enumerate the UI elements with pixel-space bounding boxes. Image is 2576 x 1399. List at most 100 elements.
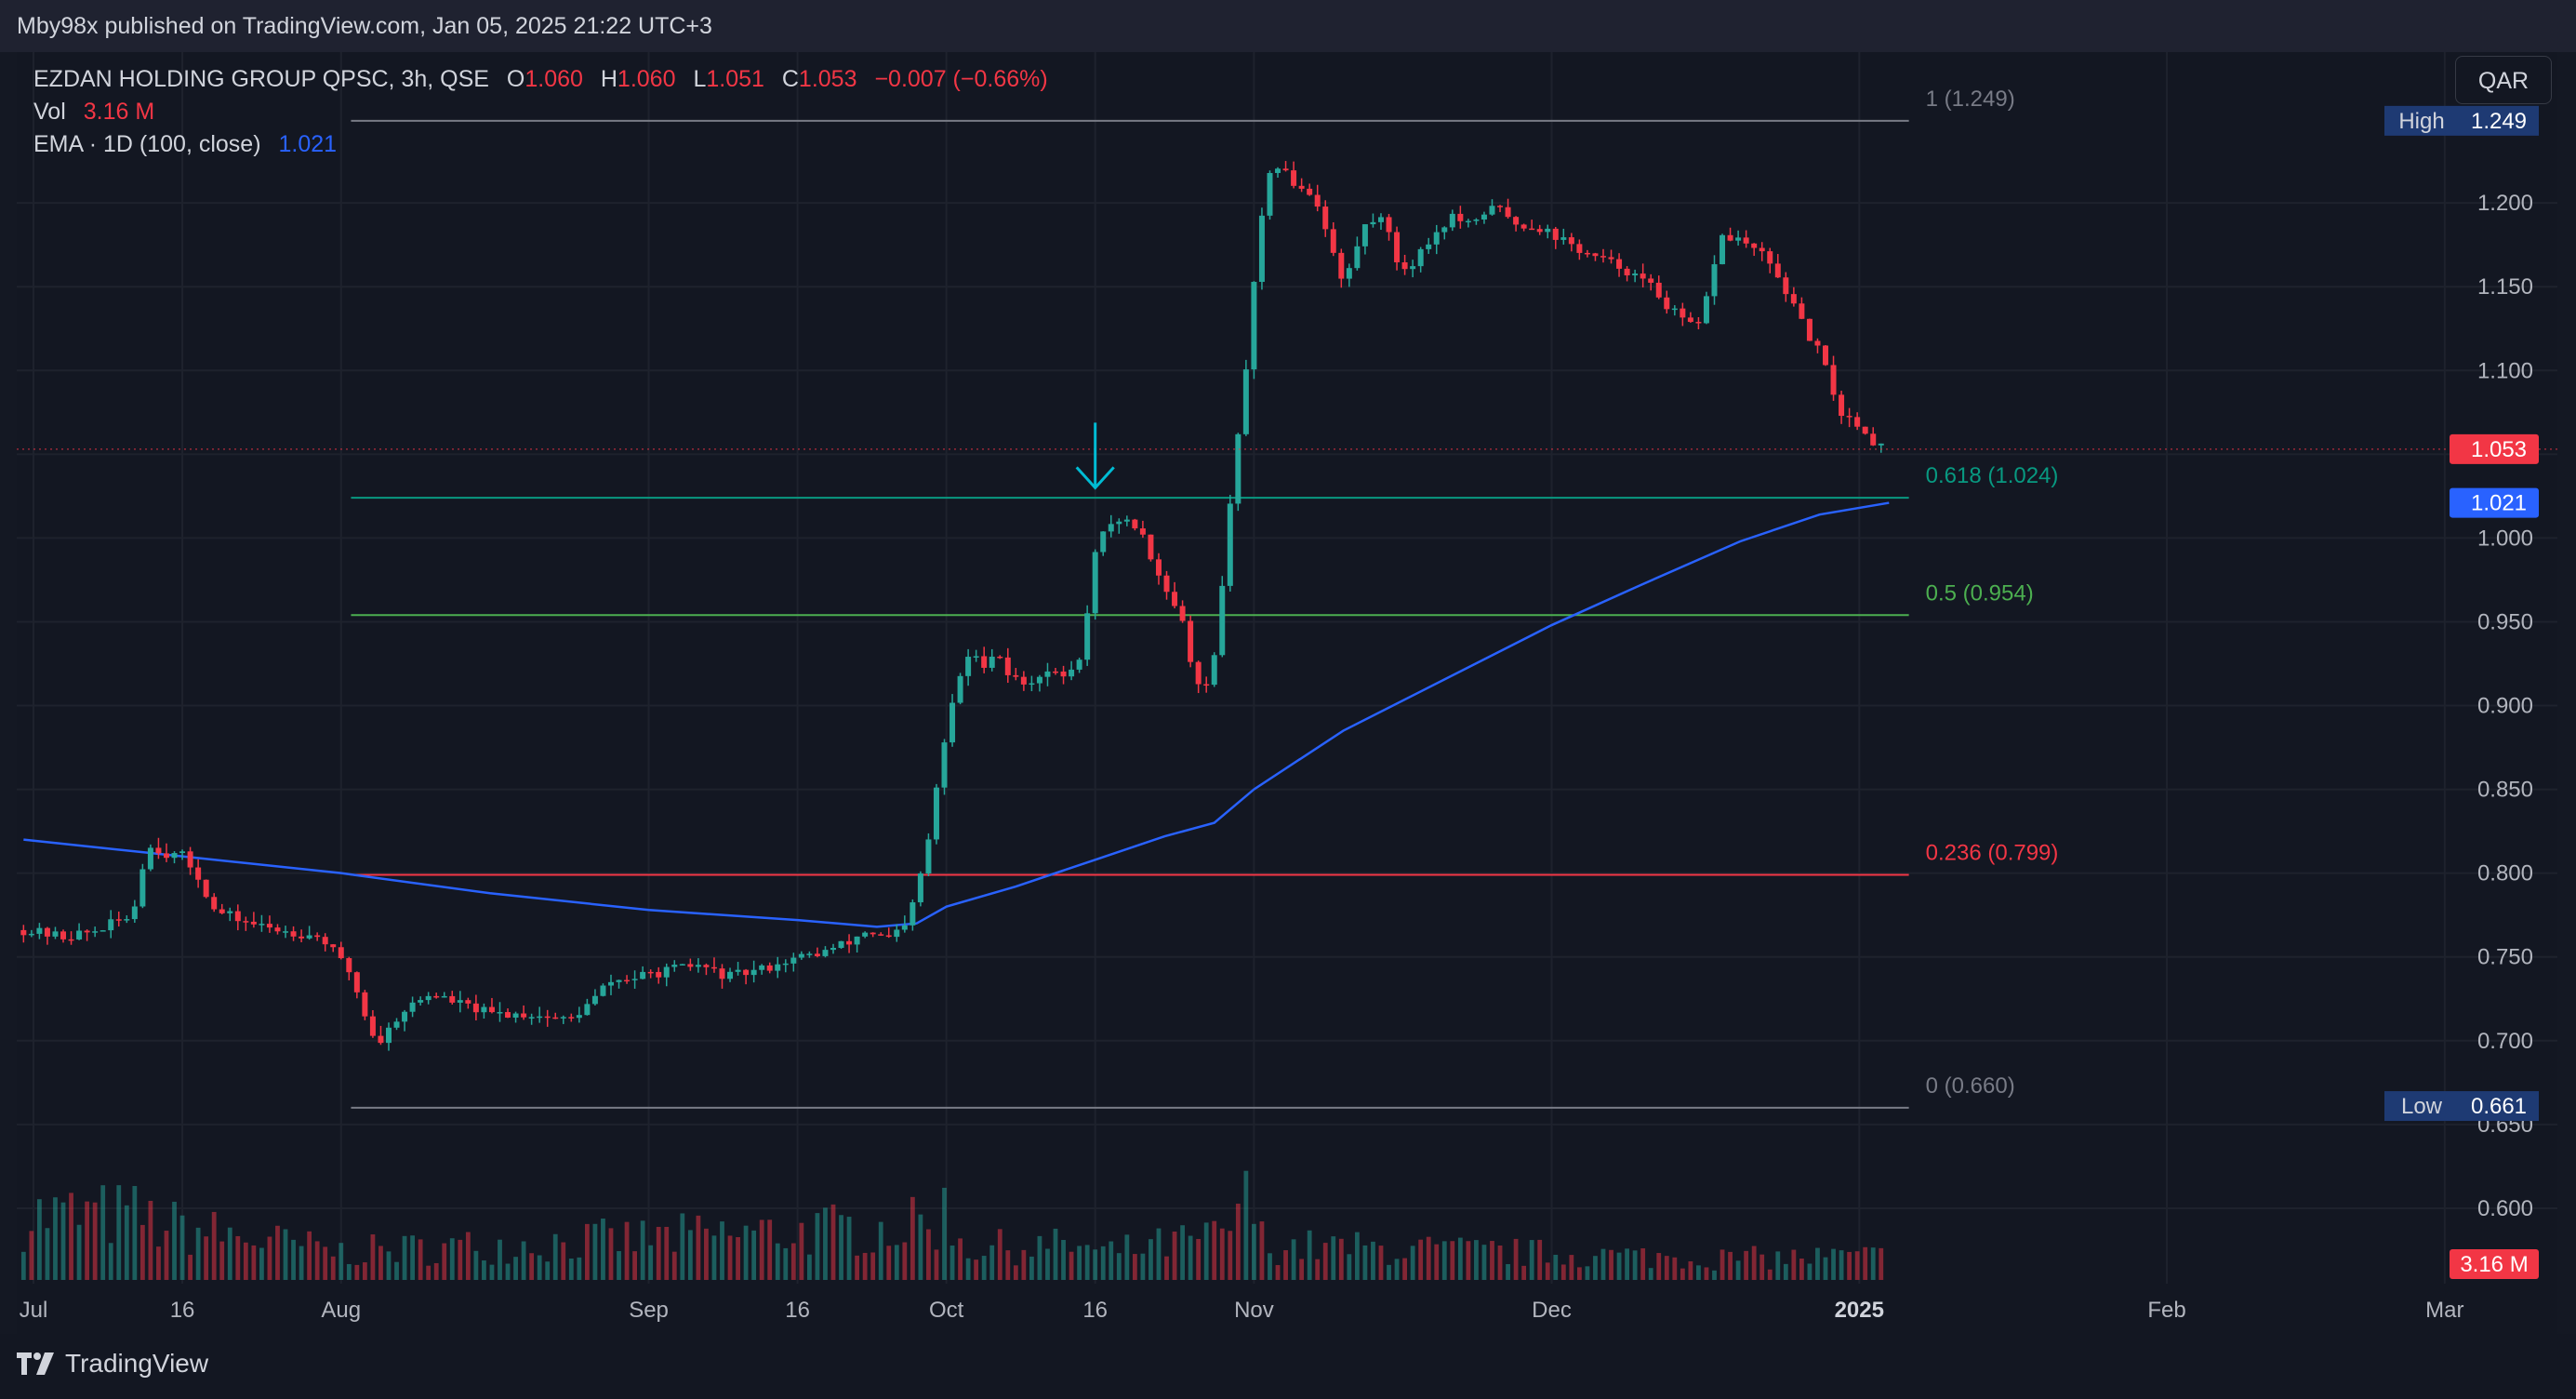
volume-bar bbox=[1474, 1240, 1479, 1280]
volume-bar bbox=[736, 1237, 740, 1280]
candle-body bbox=[1727, 234, 1733, 241]
volume-bar bbox=[1307, 1230, 1312, 1280]
volume-bar bbox=[775, 1243, 780, 1280]
volume-bar bbox=[687, 1230, 693, 1280]
volume-bar bbox=[1291, 1239, 1296, 1280]
volume-bar bbox=[330, 1256, 336, 1280]
tradingview-brand[interactable]: TradingView bbox=[17, 1349, 208, 1379]
candle-body bbox=[1053, 671, 1059, 673]
volume-bar bbox=[1720, 1249, 1725, 1280]
candle-body bbox=[219, 909, 225, 913]
volume-bar bbox=[870, 1252, 876, 1280]
candle-body bbox=[552, 1017, 559, 1019]
currency-button[interactable]: QAR bbox=[2455, 56, 2552, 104]
candle-body bbox=[108, 919, 114, 931]
candle-body bbox=[600, 985, 606, 996]
candle-body bbox=[1410, 266, 1416, 270]
price-tick-label: 0.700 bbox=[2477, 1029, 2533, 1054]
volume-bar bbox=[1823, 1257, 1828, 1280]
candle-body bbox=[1029, 683, 1035, 686]
candle-body bbox=[870, 932, 876, 935]
candle-body bbox=[28, 933, 34, 936]
candle-body bbox=[1584, 252, 1590, 255]
volume-bar bbox=[1497, 1246, 1503, 1280]
volume-bar bbox=[1149, 1239, 1153, 1280]
volume-bar bbox=[426, 1265, 432, 1280]
legend-ema-row[interactable]: EMA · 1D (100, close) 1.021 bbox=[33, 128, 1048, 161]
candle-body bbox=[179, 851, 186, 854]
candle-body bbox=[139, 869, 146, 907]
volume-bar bbox=[275, 1225, 280, 1280]
candle-body bbox=[1854, 417, 1861, 427]
candle-body bbox=[1370, 221, 1376, 225]
volume-bar bbox=[1243, 1170, 1249, 1280]
volume-bar bbox=[1640, 1248, 1646, 1280]
volume-bar bbox=[148, 1200, 153, 1280]
candle-body bbox=[211, 897, 218, 910]
volume-tag: 3.16 M bbox=[2450, 1249, 2539, 1279]
candle-body bbox=[1354, 246, 1361, 269]
candle-body bbox=[901, 925, 908, 930]
candle-body bbox=[1330, 229, 1336, 253]
price-tick-label: 1.200 bbox=[2477, 191, 2533, 216]
price-tag: Low 0.661 bbox=[2384, 1091, 2539, 1122]
candle-body bbox=[299, 936, 305, 939]
candle-body bbox=[1084, 613, 1091, 660]
candle-body bbox=[735, 969, 741, 972]
close-label: C bbox=[781, 66, 799, 92]
candle-body bbox=[433, 995, 440, 998]
volume-bar bbox=[601, 1218, 605, 1280]
symbol-name[interactable]: EZDAN HOLDING GROUP QPSC, 3h, QSE bbox=[33, 66, 489, 92]
legend-ohlc-row[interactable]: EZDAN HOLDING GROUP QPSC, 3h, QSE O1.060… bbox=[33, 63, 1048, 96]
legend-volume-row[interactable]: Vol 3.16 M bbox=[33, 96, 1048, 128]
volume-bar bbox=[656, 1226, 661, 1280]
candle-body bbox=[322, 937, 328, 945]
candle-body bbox=[1648, 278, 1654, 283]
volume-bar bbox=[172, 1201, 177, 1280]
candle-body bbox=[1417, 248, 1424, 267]
candle-body bbox=[1013, 674, 1019, 677]
candle-body bbox=[1179, 606, 1186, 621]
volume-bar bbox=[227, 1227, 232, 1280]
candle-body bbox=[925, 839, 932, 874]
candle-body bbox=[1505, 207, 1511, 218]
volume-bar bbox=[664, 1226, 670, 1280]
candle-body bbox=[727, 971, 734, 979]
candle-body bbox=[369, 1016, 376, 1036]
candle-body bbox=[671, 965, 678, 967]
candle-body bbox=[505, 1012, 511, 1018]
volume-bar bbox=[1490, 1241, 1494, 1280]
candle-body bbox=[1536, 229, 1543, 233]
candle-body bbox=[1004, 657, 1011, 675]
volume-bar bbox=[934, 1249, 939, 1280]
candle-body bbox=[1188, 620, 1194, 662]
candle-body bbox=[1314, 194, 1321, 207]
volume-bar bbox=[1704, 1267, 1709, 1280]
candle-body bbox=[84, 930, 90, 933]
fibonacci-levels: 1 (1.249) 0.618 (1.024) 0.5 (0.954) 0.236 (… bbox=[351, 87, 2058, 1109]
volume-bar bbox=[69, 1192, 73, 1280]
candle-body bbox=[933, 787, 939, 840]
volume-bar bbox=[1116, 1253, 1122, 1280]
grid-lines bbox=[17, 52, 2557, 1284]
low-value: 1.051 bbox=[706, 66, 764, 92]
chart-pane[interactable] bbox=[17, 52, 2557, 1334]
candle-body bbox=[1823, 345, 1829, 366]
volume-bar bbox=[1109, 1241, 1114, 1280]
candle-body bbox=[1790, 294, 1797, 304]
volume-bar bbox=[815, 1213, 820, 1280]
volume-bar bbox=[1029, 1256, 1034, 1280]
candle-body bbox=[949, 702, 956, 743]
candle-body bbox=[512, 1013, 519, 1018]
candle-body bbox=[1116, 521, 1122, 525]
candle-body bbox=[1830, 365, 1837, 395]
volume-bar bbox=[1371, 1241, 1375, 1280]
close-value: 1.053 bbox=[798, 66, 857, 92]
candle-body bbox=[631, 979, 638, 980]
price-tag-name: Low bbox=[2401, 1094, 2443, 1119]
low-label: L bbox=[693, 66, 707, 92]
candle-body bbox=[497, 1012, 503, 1014]
volume-bars bbox=[20, 1170, 1884, 1280]
volume-bar bbox=[1347, 1254, 1352, 1280]
